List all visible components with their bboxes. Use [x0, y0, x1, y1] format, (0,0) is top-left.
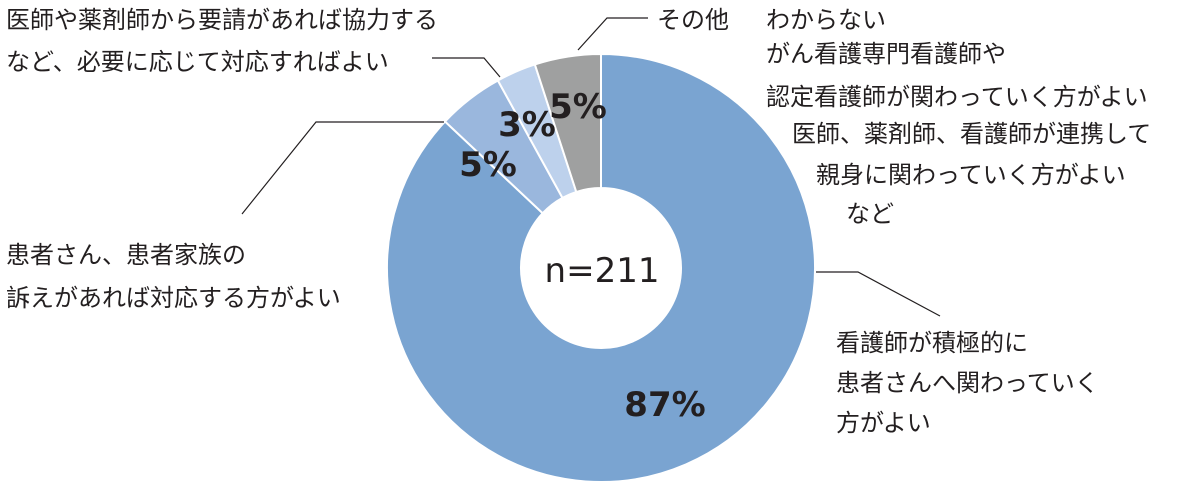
svg-text:など: など — [846, 200, 894, 228]
slice-label-2: 医師や薬剤師から要請があれば協力する など、必要に応じて対応すればよい — [6, 6, 438, 76]
slice-0 — [386, 52, 816, 483]
svg-text:方がよい: 方がよい — [836, 409, 931, 437]
leader-line-0 — [816, 271, 941, 317]
svg-text:親身に関わっていく方がよい: 親身に関わっていく方がよい — [816, 161, 1126, 189]
slice-label-3: その他 — [657, 6, 729, 34]
slice-label-1: 患者さん、患者家族の 訴えがあれば対応する方がよい — [6, 241, 341, 312]
svg-text:その他: その他 — [657, 6, 729, 34]
other-note: わからない がん看護専門看護師や 認定看護師が関わっていく方がよい 医師、薬剤師… — [766, 6, 1151, 228]
slice-label-0: 看護師が積極的に 患者さんへ関わっていく 方がよい — [836, 329, 1099, 437]
donut-slices — [386, 52, 816, 483]
slice-value-1: 5% — [459, 145, 517, 185]
svg-text:訴えがあれば対応する方がよい: 訴えがあれば対応する方がよい — [6, 284, 341, 312]
svg-text:患者さんへ関わっていく: 患者さんへ関わっていく — [836, 369, 1099, 397]
svg-text:認定看護師が関わっていく方がよい: 認定看護師が関わっていく方がよい — [766, 83, 1148, 111]
leader-line-3 — [577, 17, 648, 51]
slice-3 — [533, 52, 602, 194]
svg-text:医師や薬剤師から要請があれば協力する: 医師や薬剤師から要請があれば協力する — [6, 6, 438, 34]
svg-text:患者さん、患者家族の: 患者さん、患者家族の — [6, 241, 246, 269]
leader-line-2 — [432, 57, 501, 78]
slice-value-3: 5% — [549, 87, 607, 127]
svg-text:医師、薬剤師、看護師が連携して: 医師、薬剤師、看護師が連携して — [792, 120, 1151, 148]
slice-value-2: 3% — [498, 105, 556, 145]
slice-value-0: 87% — [624, 385, 705, 425]
svg-text:など、必要に応じて対応すればよい: など、必要に応じて対応すればよい — [6, 48, 389, 76]
center-label: n=211 — [545, 251, 660, 291]
svg-text:看護師が積極的に: 看護師が積極的に — [836, 329, 1028, 357]
svg-text:がん看護専門看護師や: がん看護専門看護師や — [766, 40, 1006, 68]
svg-text:わからない: わからない — [766, 6, 886, 34]
leader-line-1 — [241, 121, 444, 215]
leader-lines — [241, 17, 941, 317]
